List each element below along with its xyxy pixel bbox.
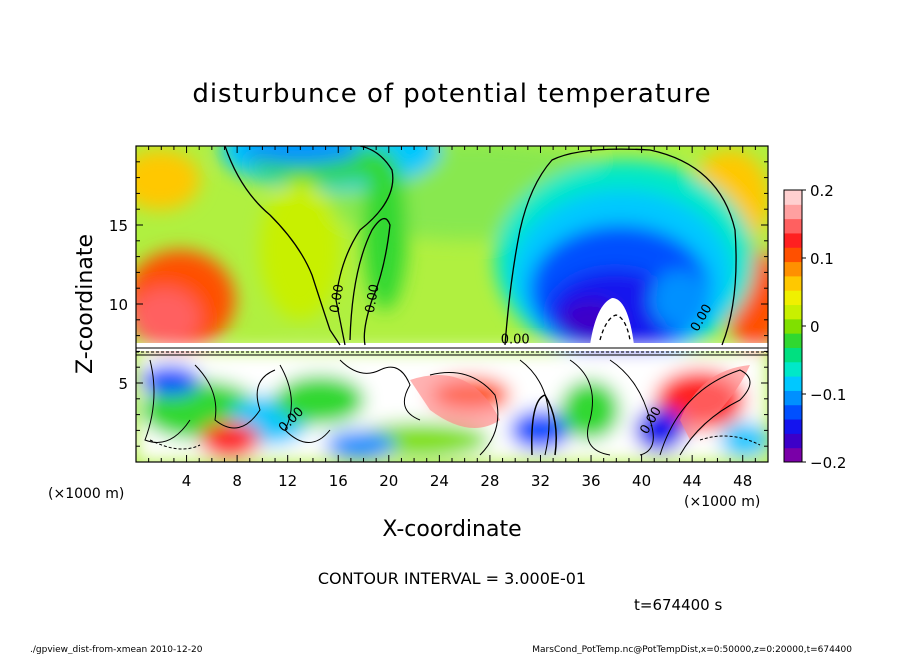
colorbar-swatch [784,318,802,334]
colorbar-tick-label: −0.1 [810,386,846,404]
x-tick-label: 4 [182,472,192,490]
footer-right: MarsCond_PotTemp.nc@PotTempDist,x=0:5000… [532,645,852,654]
colorbar-swatch [784,290,802,306]
x-unit-right: (×1000 m) [684,494,760,510]
x-tick-label: 48 [733,472,752,490]
colorbar-swatch [784,275,802,291]
x-tick-label: 24 [430,472,449,490]
x-tick-label: 20 [379,472,398,490]
colorbar-swatch [784,261,802,277]
x-tick-label: 12 [278,472,297,490]
colorbar-swatch [784,376,802,391]
x-axis-label: X-coordinate [382,517,521,542]
colorbar-tick-label: −0.2 [810,454,846,472]
colorbar-swatch [784,218,802,234]
contour-lines [224,146,737,346]
time-label: t=674400 s [634,596,722,614]
colorbar-swatch [784,190,802,205]
colorbar-tick-label: 0.1 [810,250,834,268]
y-tick-label: 5 [118,375,128,393]
x-tick-label: 32 [531,472,550,490]
colorbar-swatch [784,433,802,449]
plot-area: 0.00 0.000.000.000.00 0.00 [136,146,768,462]
contour-label: 0.00 [501,333,530,348]
colorbar-swatch [784,404,802,420]
field-details [136,298,768,440]
colorbar-tick-label: 0 [810,318,820,336]
y-axis: 5 10 15 [109,161,768,447]
colorbar-swatch [784,390,802,406]
y-axis-label: Z-coordinate [73,234,98,374]
x-unit-left: (×1000 m) [48,486,124,502]
contour-interval: CONTOUR INTERVAL = 3.000E-01 [318,569,586,588]
contour-label: 0.00 [327,283,347,314]
color-field [136,146,768,462]
chart-title: disturbunce of potential temperature [192,79,711,109]
colorbar-swatch [784,204,802,220]
x-tick-label: 8 [232,472,242,490]
x-tick-label: 36 [581,472,600,490]
colorbar-swatch [784,304,802,320]
contour-turbulent [136,347,768,456]
colorbar-swatch [784,333,802,348]
colorbar-swatch [784,447,802,463]
colorbar-swatch [784,419,802,434]
x-tick-label: 44 [683,472,702,490]
x-axis: 4 8 12 16 20 24 28 32 36 40 44 48 [148,146,756,490]
colorbar-swatch [784,347,802,363]
colorbar-tick-label: 0.2 [810,182,834,200]
colorbar-swatch [784,232,802,248]
colorbar-swatch [784,361,802,377]
contour-label: 0.00 [363,283,383,314]
x-tick-label: 28 [480,472,499,490]
colorbar: 0.2 0.1 0 −0.1 −0.2 [783,182,846,472]
footer-left: ./gpview_dist-from-xmean 2010-12-20 [30,645,203,654]
x-tick-label: 16 [329,472,348,490]
x-tick-label: 40 [632,472,651,490]
y-tick-label: 15 [109,217,128,235]
colorbar-swatch [784,247,802,263]
y-tick-label: 10 [109,296,128,314]
